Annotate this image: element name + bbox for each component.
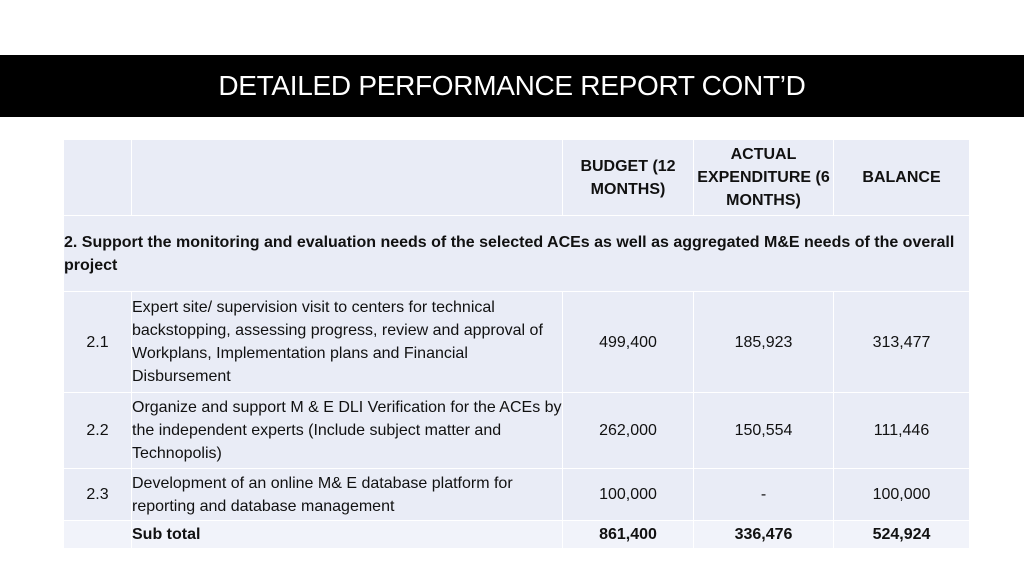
- row-balance: 111,446: [833, 392, 970, 469]
- header-balance: BALANCE: [833, 139, 970, 216]
- subtotal-balance: 524,924: [833, 520, 970, 549]
- subtotal-label: Sub total: [131, 520, 563, 549]
- row-description: Development of an online M& E database p…: [131, 468, 563, 521]
- section-title: 2. Support the monitoring and evaluation…: [63, 215, 970, 292]
- subtotal-budget: 861,400: [562, 520, 694, 549]
- row-balance: 100,000: [833, 468, 970, 521]
- row-index: 2.2: [63, 392, 132, 469]
- table-row: 2.3 Development of an online M& E databa…: [63, 468, 970, 521]
- page-title: DETAILED PERFORMANCE REPORT CONT’D: [218, 70, 806, 101]
- performance-table: BUDGET (12 MONTHS) ACTUAL EXPENDITURE (6…: [63, 139, 970, 549]
- subtotal-row: Sub total 861,400 336,476 524,924: [63, 520, 970, 549]
- table-row: 2.1 Expert site/ supervision visit to ce…: [63, 291, 970, 393]
- row-budget: 499,400: [562, 291, 694, 393]
- subtotal-actual: 336,476: [693, 520, 834, 549]
- header-row: BUDGET (12 MONTHS) ACTUAL EXPENDITURE (6…: [63, 139, 970, 216]
- header-index-cell: [63, 139, 132, 216]
- title-bar: DETAILED PERFORMANCE REPORT CONT’D: [0, 55, 1024, 117]
- header-actual-expenditure: ACTUAL EXPENDITURE (6 MONTHS): [693, 139, 834, 216]
- row-index: 2.3: [63, 468, 132, 521]
- header-description-cell: [131, 139, 563, 216]
- row-balance: 313,477: [833, 291, 970, 393]
- row-actual: 185,923: [693, 291, 834, 393]
- row-description: Organize and support M & E DLI Verificat…: [131, 392, 563, 469]
- subtotal-index-cell: [63, 520, 132, 549]
- table-row: 2.2 Organize and support M & E DLI Verif…: [63, 392, 970, 469]
- row-description: Expert site/ supervision visit to center…: [131, 291, 563, 393]
- row-budget: 100,000: [562, 468, 694, 521]
- row-budget: 262,000: [562, 392, 694, 469]
- row-actual: 150,554: [693, 392, 834, 469]
- row-index: 2.1: [63, 291, 132, 393]
- row-actual: -: [693, 468, 834, 521]
- section-row: 2. Support the monitoring and evaluation…: [63, 215, 970, 292]
- header-budget: BUDGET (12 MONTHS): [562, 139, 694, 216]
